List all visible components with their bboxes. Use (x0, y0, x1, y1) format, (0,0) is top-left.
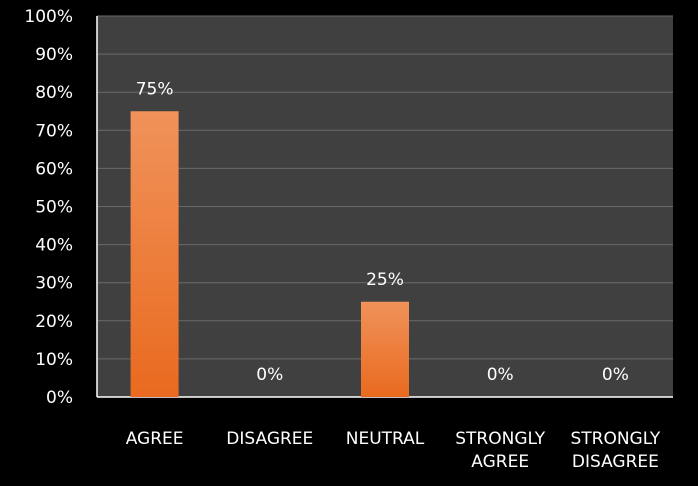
data-label: 25% (366, 270, 404, 290)
data-label: 0% (256, 365, 283, 385)
x-category-label-line: AGREE (125, 429, 184, 449)
y-tick-label: 100% (24, 7, 73, 27)
bar (130, 111, 179, 397)
y-tick-label: 50% (35, 198, 73, 218)
data-label: 0% (487, 365, 514, 385)
x-category-label-line: STRONGLY (455, 429, 546, 449)
x-category-label: STRONGLY DISAGREE (555, 428, 675, 474)
x-category-label-line: DISAGREE (226, 429, 314, 449)
y-tick-label: 60% (35, 159, 73, 179)
bar (361, 301, 409, 397)
x-category-label: STRONGLY AGREE (440, 428, 560, 474)
y-tick-label: 80% (35, 83, 73, 103)
x-category-label-line: STRONGLY (570, 429, 661, 449)
y-tick-label: 20% (35, 312, 73, 332)
y-tick-label: 90% (35, 45, 73, 65)
y-tick-label: 70% (35, 121, 73, 141)
x-category-label: DISAGREE (210, 428, 330, 451)
y-tick-label: 30% (35, 274, 73, 294)
y-tick-label: 40% (35, 236, 73, 256)
y-tick-label: 10% (35, 350, 73, 370)
data-label: 75% (136, 79, 174, 99)
x-category-label: NEUTRAL (325, 428, 445, 451)
x-category-label-line: NEUTRAL (345, 429, 425, 449)
x-category-label: AGREE (95, 428, 215, 451)
x-category-label-line: AGREE (471, 452, 530, 472)
y-tick-label: 0% (46, 388, 73, 408)
x-category-label-line: DISAGREE (571, 452, 659, 472)
data-label: 0% (602, 365, 629, 385)
